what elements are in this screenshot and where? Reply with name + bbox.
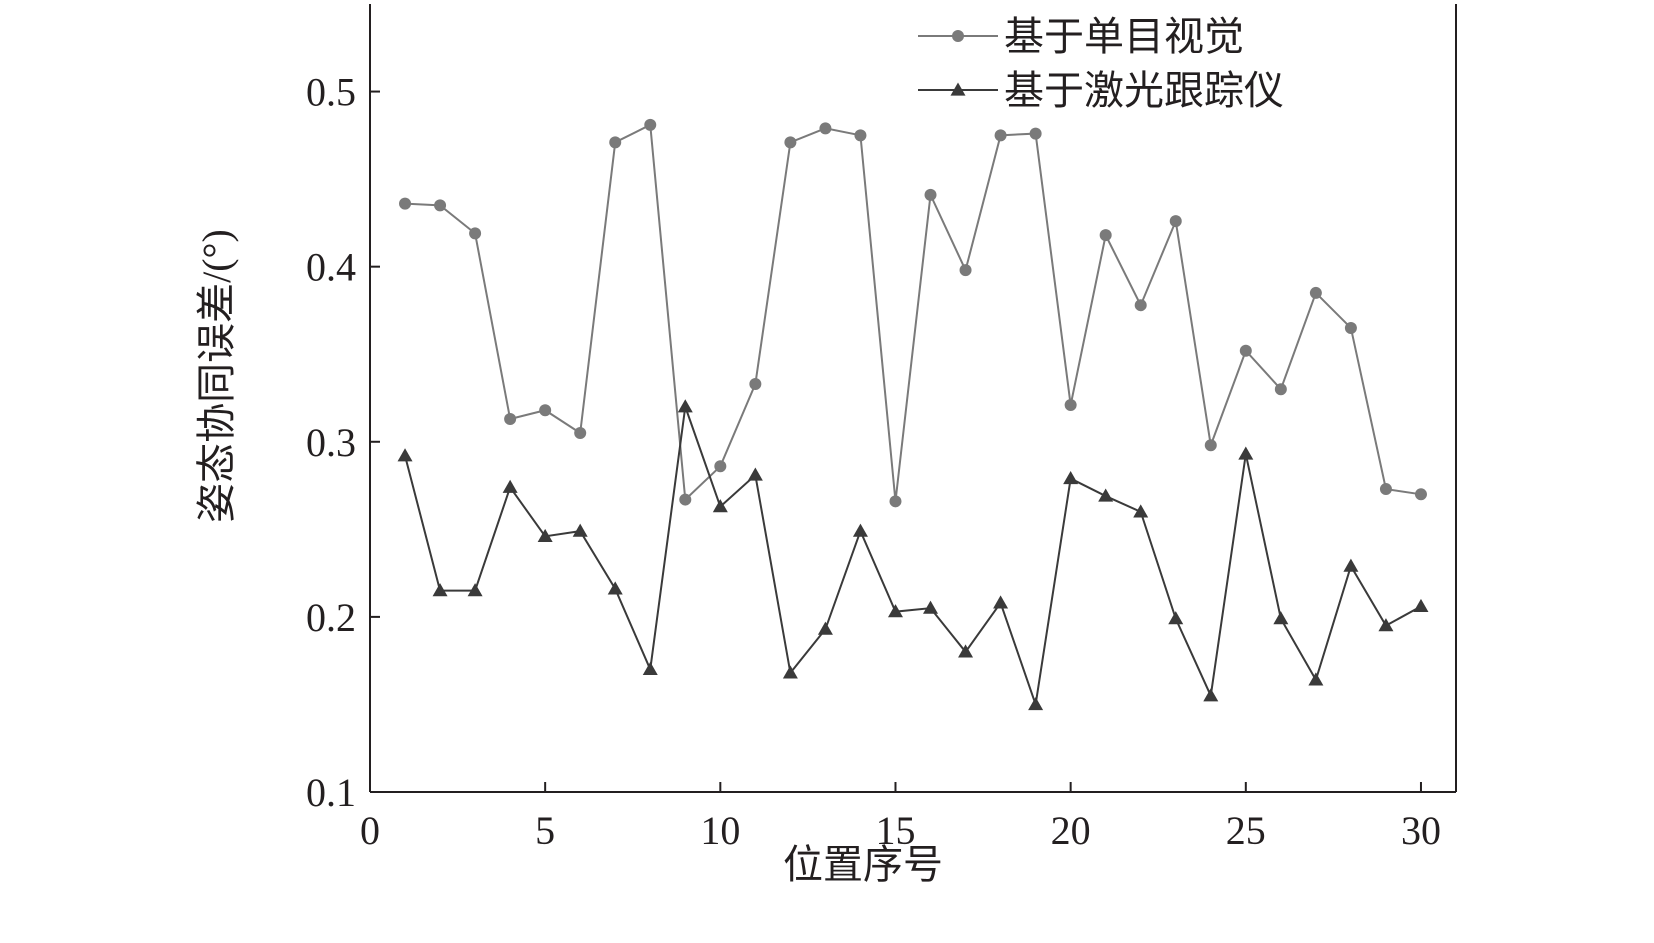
data-point — [924, 188, 937, 201]
data-point — [1379, 483, 1392, 496]
data-point — [1414, 488, 1427, 501]
data-point — [1133, 504, 1149, 518]
y-tick-label: 0.4 — [306, 245, 356, 290]
data-point — [572, 523, 588, 537]
data-point — [502, 479, 518, 493]
y-axis-ticks: 0.1 0.2 0.3 0.4 0.5 — [306, 70, 380, 815]
data-point — [467, 583, 483, 597]
y-tick-label: 0.1 — [306, 770, 356, 815]
data-point — [749, 377, 762, 390]
data-point — [958, 644, 974, 658]
x-axis-ticks: 0 5 10 15 20 25 30 — [360, 782, 1441, 853]
data-point — [609, 136, 622, 149]
series-line — [404, 406, 1422, 705]
y-tick-label: 0.5 — [306, 70, 356, 115]
data-point — [993, 595, 1009, 609]
data-point — [959, 264, 972, 277]
legend-marker — [952, 30, 964, 42]
data-point — [432, 583, 448, 597]
data-point — [1203, 688, 1219, 702]
data-point — [607, 581, 623, 595]
data-point — [469, 227, 482, 240]
data-point — [1204, 439, 1217, 452]
data-point — [504, 413, 517, 426]
data-point — [539, 404, 552, 417]
data-point — [1344, 321, 1357, 334]
data-point — [994, 129, 1007, 142]
data-point — [852, 523, 868, 537]
x-tick-label: 30 — [1401, 808, 1441, 853]
data-point — [1029, 127, 1042, 140]
data-point — [747, 467, 763, 481]
legend-label: 基于激光跟踪仪 — [1004, 68, 1284, 113]
series-1 — [399, 118, 1427, 508]
data-point — [1378, 618, 1394, 632]
data-point — [887, 604, 903, 618]
x-tick-label: 5 — [535, 808, 555, 853]
data-point — [817, 621, 833, 635]
data-point — [819, 122, 832, 135]
data-point — [644, 118, 657, 131]
data-point — [784, 136, 797, 149]
data-point — [399, 197, 412, 210]
data-point — [1273, 611, 1289, 625]
data-point — [537, 528, 553, 542]
data-point — [1274, 383, 1287, 396]
data-point — [782, 665, 798, 679]
data-point — [1134, 299, 1147, 312]
x-axis-title: 位置序号 — [783, 842, 943, 887]
data-point — [1169, 215, 1182, 228]
data-point — [1099, 229, 1112, 242]
data-point — [1413, 598, 1429, 613]
data-point — [889, 495, 902, 508]
data-point — [714, 460, 727, 473]
data-point — [1308, 672, 1324, 686]
legend-marker — [950, 82, 966, 96]
data-point — [677, 399, 693, 413]
data-point — [1063, 471, 1079, 485]
x-tick-label: 0 — [360, 808, 380, 853]
series-line — [404, 123, 1422, 502]
x-tick-label: 10 — [700, 808, 740, 853]
data-point — [1064, 399, 1077, 412]
data-point — [854, 129, 867, 142]
y-axis-title: 姿态协同误差/(°) — [194, 229, 239, 523]
data-point — [642, 661, 658, 676]
data-point — [1098, 488, 1114, 502]
x-tick-label: 15 — [875, 808, 915, 853]
data-point — [1343, 558, 1359, 572]
data-point — [397, 448, 413, 462]
data-point — [1028, 696, 1044, 711]
data-point — [923, 600, 939, 614]
y-tick-label: 0.2 — [306, 595, 356, 640]
data-point — [1309, 286, 1322, 299]
data-point — [1239, 344, 1252, 357]
x-tick-label: 20 — [1051, 808, 1091, 853]
data-point — [574, 427, 587, 440]
series-group — [397, 118, 1429, 711]
data-point — [712, 499, 728, 513]
data-point — [1168, 611, 1184, 625]
data-point — [1238, 446, 1254, 460]
x-tick-label: 25 — [1226, 808, 1266, 853]
legend-item: 基于单目视觉 — [918, 14, 1244, 59]
legend-item: 基于激光跟踪仪 — [918, 68, 1284, 113]
series-2 — [397, 399, 1429, 711]
axes — [369, 4, 1457, 793]
data-point — [679, 493, 692, 506]
data-point — [434, 199, 447, 212]
y-tick-label: 0.3 — [306, 420, 356, 465]
legend-label: 基于单目视觉 — [1004, 14, 1244, 59]
